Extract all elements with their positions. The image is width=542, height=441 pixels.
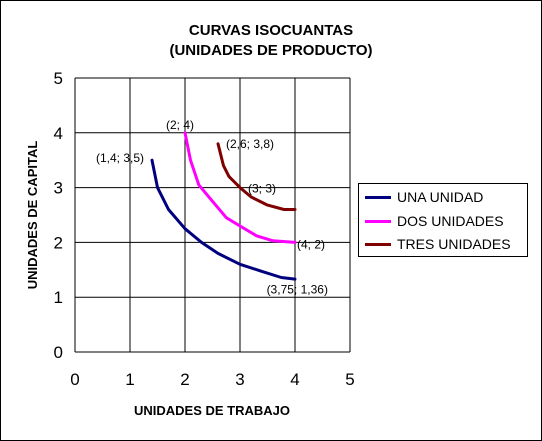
data-labels: (1,4; 3,5) (2; 4) (2,6; 3,8) (3; 3) (4; 2) (3… bbox=[96, 118, 328, 297]
series-line-0 bbox=[150, 158, 297, 281]
legend-label: TRES UNIDADES bbox=[397, 236, 511, 252]
y-tick-label: 3 bbox=[54, 179, 63, 198]
x-tick-label: 1 bbox=[125, 370, 134, 389]
chart-subtitle: (UNIDADES DE PRODUCTO) bbox=[169, 42, 372, 59]
x-tick-label: 5 bbox=[345, 370, 354, 389]
legend-label: UNA UNIDAD bbox=[397, 189, 484, 205]
grid bbox=[74, 77, 351, 353]
series-line-2 bbox=[216, 142, 297, 211]
legend-swatch bbox=[365, 195, 391, 199]
x-tick-label: 0 bbox=[70, 370, 79, 389]
x-tick-label: 3 bbox=[235, 370, 244, 389]
y-tick-label: 2 bbox=[54, 233, 63, 252]
y-axis-title: UNIDADES DE CAPITAL bbox=[25, 141, 40, 290]
legend-label: DOS UNIDADES bbox=[397, 213, 504, 229]
y-tick-label: 4 bbox=[54, 124, 63, 143]
chart-title: CURVAS ISOCUANTAS bbox=[189, 22, 353, 39]
legend-item-tres-unidades: TRES UNIDADES bbox=[365, 234, 511, 254]
data-label: (1,4; 3,5) bbox=[96, 151, 144, 165]
data-label: (3; 3) bbox=[248, 182, 276, 196]
data-label: (2; 4) bbox=[166, 118, 194, 132]
y-tick-label: 5 bbox=[54, 69, 63, 88]
data-label: (3,75; 1,36) bbox=[267, 282, 328, 296]
legend-item-una-unidad: UNA UNIDAD bbox=[365, 187, 483, 207]
legend: UNA UNIDAD DOS UNIDADES TRES UNIDADES bbox=[358, 183, 528, 257]
data-label: (2,6; 3,8) bbox=[226, 137, 274, 151]
legend-swatch bbox=[365, 219, 391, 223]
data-label: (4; 2) bbox=[297, 237, 325, 251]
legend-swatch bbox=[365, 242, 391, 246]
x-axis-title: UNIDADES DE TRABAJO bbox=[134, 403, 290, 418]
legend-item-dos-unidades: DOS UNIDADES bbox=[365, 211, 504, 231]
series-line-1 bbox=[183, 131, 297, 244]
y-tick-label: 1 bbox=[54, 288, 63, 307]
x-tick-label: 2 bbox=[180, 370, 189, 389]
tick-labels: 0 1 2 3 4 5 0 1 2 3 4 5 bbox=[54, 69, 355, 389]
x-tick-label: 4 bbox=[290, 370, 299, 389]
series-lines bbox=[150, 131, 297, 281]
y-tick-label: 0 bbox=[54, 343, 63, 362]
